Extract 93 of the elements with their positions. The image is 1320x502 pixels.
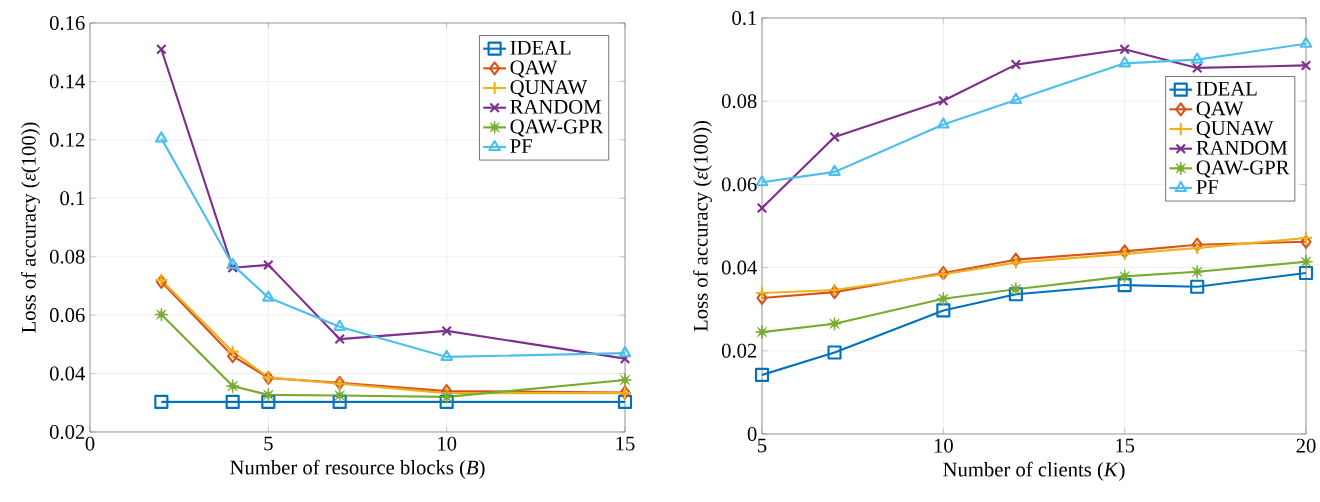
legend-label: RANDOM <box>510 99 601 114</box>
point <box>154 394 169 409</box>
point <box>439 394 454 409</box>
point <box>261 394 276 409</box>
x-axis-title: Number of resource blocks (B) <box>230 459 485 479</box>
point <box>829 131 840 143</box>
point <box>332 394 347 409</box>
x-tick-label: 5 <box>758 438 767 453</box>
x-tick-label: 15 <box>616 436 635 451</box>
point <box>1298 230 1314 246</box>
y-tick-label: 0.06 <box>721 177 757 192</box>
point <box>828 164 841 176</box>
point <box>1010 59 1022 70</box>
legend-label: IDEAL <box>510 40 571 55</box>
point <box>1190 264 1205 279</box>
point <box>1300 60 1312 71</box>
x-tick-label: 0 <box>85 436 95 451</box>
point <box>1008 282 1023 297</box>
legend-label: IDEAL <box>1196 81 1257 96</box>
point <box>1190 279 1205 294</box>
x-tick-label: 20 <box>1296 438 1316 453</box>
point <box>1191 62 1203 74</box>
y-tick-label: 0.1 <box>60 191 85 206</box>
legend-label: PF <box>510 139 532 153</box>
x-axis-title: Number of clients (K) <box>943 461 1125 481</box>
legend-label: QAW <box>1196 101 1244 119</box>
legend-label: QUNAW <box>510 80 588 98</box>
point <box>754 325 770 340</box>
y-tick-label: 0.02 <box>49 424 85 439</box>
x-tick-label: 10 <box>438 436 457 451</box>
legend-label: PF <box>1196 180 1219 194</box>
point <box>617 394 633 409</box>
point <box>936 291 951 306</box>
point <box>227 262 238 274</box>
point <box>1190 52 1204 64</box>
y-tick-label: 0.1 <box>732 10 757 26</box>
y-tick-label: 0.16 <box>49 15 85 31</box>
point <box>827 316 842 331</box>
y-tick-label: 0.02 <box>721 343 757 358</box>
point <box>617 372 633 388</box>
point <box>1298 265 1314 281</box>
y-tick-label: 0.06 <box>49 308 85 323</box>
point <box>756 202 768 214</box>
legend-label: QAW-GPR <box>510 119 604 137</box>
y-tick-label: 0.12 <box>49 132 85 147</box>
point <box>1190 240 1205 256</box>
point <box>226 257 239 269</box>
point <box>332 388 347 403</box>
point <box>225 344 240 359</box>
point <box>225 394 240 409</box>
point <box>1009 92 1023 105</box>
legend-label: QUNAW <box>1196 121 1274 139</box>
y-tick-label: 0 <box>747 427 757 441</box>
point <box>440 349 453 361</box>
point <box>1008 287 1023 302</box>
point <box>261 387 276 402</box>
point <box>1117 269 1132 284</box>
point <box>225 379 240 394</box>
point <box>754 285 770 301</box>
y-axis-title: Loss of accuracy (ε(100)) <box>20 122 40 333</box>
point <box>154 307 169 322</box>
point <box>155 131 168 143</box>
x-tick-label: 15 <box>1116 438 1135 453</box>
point <box>262 290 275 302</box>
x-tick-label: 10 <box>934 438 953 453</box>
y-tick-label: 0.04 <box>721 260 757 275</box>
y-tick-label: 0.04 <box>49 366 85 381</box>
y-tick-label: 0.08 <box>721 94 757 109</box>
point <box>936 303 951 318</box>
x-tick-label: 5 <box>264 436 273 451</box>
point <box>937 117 950 129</box>
y-tick-label: 0.08 <box>49 249 85 264</box>
point <box>754 367 770 382</box>
y-tick-label: 0.14 <box>49 74 85 89</box>
point <box>1299 36 1313 48</box>
point <box>333 319 346 331</box>
point <box>263 259 274 271</box>
point <box>1298 254 1314 269</box>
legend-label: RANDOM <box>1196 140 1288 155</box>
point <box>334 333 345 345</box>
point <box>1118 56 1131 68</box>
point <box>1191 237 1203 252</box>
point <box>938 95 949 107</box>
point <box>156 43 167 55</box>
y-axis-title: Loss of accuracy (ε(100)) <box>692 120 712 332</box>
point <box>1119 43 1130 55</box>
legend-label: QAW <box>510 60 558 78</box>
point <box>441 325 452 337</box>
point <box>827 345 842 360</box>
point <box>227 348 239 364</box>
legend-label: QAW-GPR <box>1196 160 1290 178</box>
point <box>618 346 632 358</box>
point <box>1117 277 1132 293</box>
